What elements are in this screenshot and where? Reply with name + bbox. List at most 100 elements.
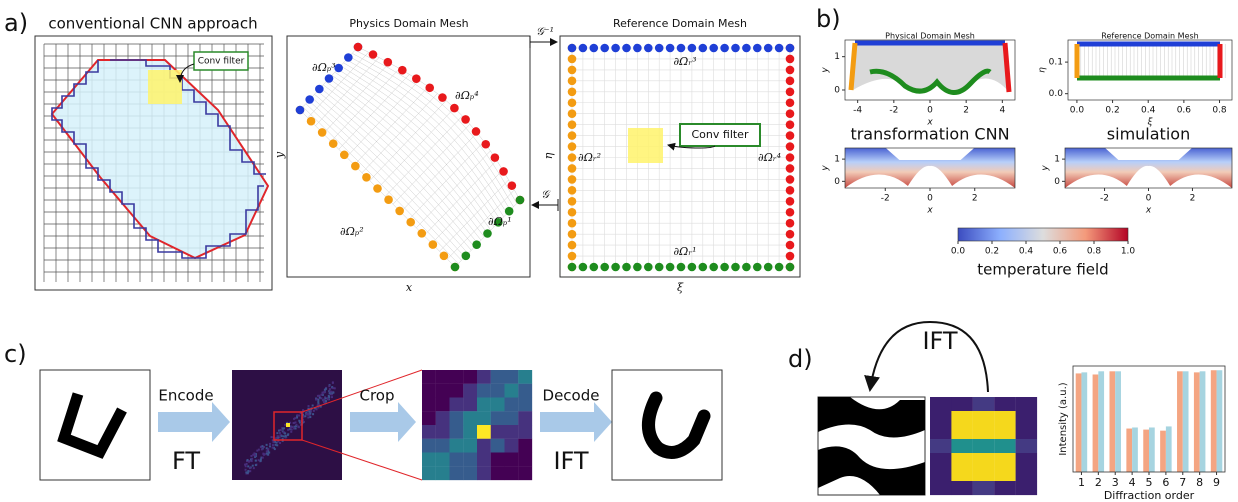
cropped-pixel — [435, 452, 450, 467]
cropped-pixel — [422, 397, 436, 412]
y-label: η — [1038, 67, 1048, 73]
spectrum-pixel — [321, 393, 324, 396]
boundary-node — [720, 262, 729, 272]
mesh-line — [334, 71, 495, 227]
boundary-node — [567, 76, 577, 86]
spectrum-pixel — [261, 445, 264, 448]
diffraction-pixel — [972, 439, 995, 454]
cropped-pixel — [422, 438, 436, 453]
output-shape — [642, 391, 711, 459]
physics-mesh — [295, 42, 525, 272]
boundary-node — [785, 197, 795, 206]
boundary-node — [472, 240, 481, 249]
spectrum-pixel — [272, 446, 275, 449]
spectrum-pixel — [268, 445, 271, 448]
cropped-pixel — [422, 383, 436, 398]
colorbar-tick-label: 0.4 — [1019, 247, 1034, 257]
process-arrow — [540, 402, 612, 442]
boundary-node — [567, 229, 577, 239]
spectrum-pixel — [293, 417, 296, 420]
spectrum-pixel — [271, 446, 274, 449]
boundary-node — [785, 240, 795, 250]
diffraction-pixel — [930, 481, 952, 496]
boundary-node — [567, 65, 577, 75]
spectrum-pixel — [275, 441, 278, 444]
cropped-pixel — [518, 397, 533, 412]
spectrum-pixel — [317, 401, 320, 404]
spectrum-pixel — [244, 468, 247, 471]
spectrum-pixel — [318, 396, 321, 399]
boundary-node — [567, 164, 577, 173]
spectrum-pixel — [285, 436, 288, 439]
step-op: IFT — [553, 447, 588, 475]
spectrum-pixel — [271, 439, 274, 442]
diffraction-pixel — [972, 425, 995, 440]
spectrum-pixel — [270, 436, 273, 439]
spectrum-pixel — [317, 406, 320, 409]
boundary-node — [567, 98, 577, 108]
spectrum-pixel — [290, 430, 293, 433]
callout-arrow — [667, 142, 716, 151]
mesh-line — [392, 124, 470, 205]
bar — [1149, 427, 1155, 472]
diffraction-pixel — [930, 397, 952, 412]
boundary-node — [383, 57, 393, 67]
diffraction-pixel — [930, 425, 952, 440]
diffraction-pixel — [994, 397, 1016, 412]
boundary-node — [763, 43, 773, 53]
boundary-node — [334, 63, 343, 73]
boundary-node — [567, 153, 577, 162]
colorbar-label: temperature field — [977, 261, 1108, 279]
spectrum-pixel — [317, 398, 320, 401]
cropped-pixel — [449, 370, 464, 384]
spectrum-pixel — [252, 467, 255, 470]
cropped-pixel — [477, 425, 491, 439]
cropped-pixel — [477, 466, 491, 481]
spectrum-pixel — [296, 414, 299, 417]
x-tick-label: -2 — [881, 194, 890, 204]
boundary-node — [753, 262, 762, 272]
boundary-node — [417, 229, 427, 238]
boundary-node — [483, 229, 492, 238]
boundary-node — [785, 175, 795, 184]
spectrum-pixel — [290, 428, 293, 431]
physics-title: Physics Domain Mesh — [349, 17, 468, 30]
boundary-node — [567, 207, 577, 217]
spectrum-pixel — [317, 403, 320, 406]
mesh-line — [354, 49, 518, 204]
spectrum-pixel — [312, 413, 315, 416]
y-label: y — [821, 165, 831, 172]
boundary-node — [753, 43, 762, 53]
spectrum-pixel — [297, 426, 300, 429]
boundary-node — [665, 43, 675, 53]
boundary-node — [461, 251, 471, 261]
x-tick-label: 9 — [1213, 476, 1220, 489]
spectrum-pixel — [282, 431, 285, 434]
spectrum-pixel — [250, 460, 253, 463]
panel-label: d) — [788, 345, 813, 373]
staircase-boundary — [51, 60, 264, 259]
spectrum-pixel — [329, 393, 332, 396]
diffraction-pixel — [994, 439, 1016, 454]
diffraction-pixel — [1015, 467, 1038, 482]
fourier-image — [232, 370, 342, 480]
x-tick-label: 2 — [972, 194, 978, 204]
cropped-pixel — [504, 411, 519, 426]
spectrum-pixel — [278, 436, 281, 439]
spectrum-pixel — [286, 434, 289, 437]
spectrum-pixel — [302, 409, 305, 412]
mesh-line — [337, 68, 498, 224]
boundary-node — [589, 43, 599, 53]
boundary-node — [438, 93, 447, 102]
boundary-node — [507, 181, 517, 190]
panel-b-plots: -4 -2 0 2 4 0 1 x y Physical Domain Mesh 0.0 0.2 0.4… — [821, 32, 1233, 257]
boundary-node — [785, 109, 795, 118]
cropped-pixel — [490, 383, 505, 398]
y-tick-label: 0 — [1054, 177, 1060, 187]
x-label: ξ — [1146, 118, 1153, 128]
boundary-node — [665, 262, 675, 272]
x-label: Diffraction order — [1104, 489, 1195, 502]
cropped-pixel — [435, 438, 450, 453]
y-tick-label: 0 — [834, 177, 840, 187]
boundary-node — [687, 262, 697, 272]
